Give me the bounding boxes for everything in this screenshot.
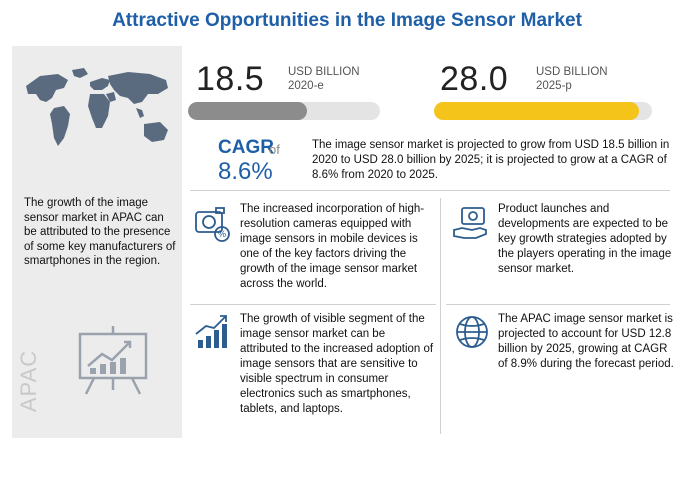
card-text: The increased incorporation of high-reso… xyxy=(240,203,425,290)
presentation-board-icon xyxy=(78,326,148,395)
market-summary: The image sensor market is projected to … xyxy=(312,139,670,181)
card-text: Product launches and developments are ex… xyxy=(498,203,672,275)
divider xyxy=(440,198,441,434)
svg-text:%: % xyxy=(218,229,226,239)
left-panel-text: The growth of the image sensor market in… xyxy=(24,197,176,267)
cagr-of: of xyxy=(269,142,280,157)
world-map-icon xyxy=(26,68,168,146)
page-title: Attractive Opportunities in the Image Se… xyxy=(112,10,582,31)
globe-icon xyxy=(456,316,488,348)
metric-2025-bar-fill xyxy=(434,102,639,120)
metric-2020-bar-fill xyxy=(188,102,308,120)
metric-2025-period: 2025-p xyxy=(536,80,572,92)
growth-chart-icon xyxy=(195,315,227,348)
metric-2020-period: 2020-e xyxy=(288,80,324,92)
cagr-value: 8.6% xyxy=(218,158,273,185)
divider xyxy=(446,304,670,305)
camera-percent-icon: % xyxy=(195,207,230,242)
card-text: The APAC image sensor market is projecte… xyxy=(498,313,674,370)
divider xyxy=(190,190,670,191)
money-hand-icon xyxy=(453,207,487,239)
card-text: The growth of visible segment of the ima… xyxy=(240,313,434,415)
metric-2020-bar xyxy=(188,102,380,120)
metric-2020-unit: USD BILLION xyxy=(288,66,360,78)
divider xyxy=(190,304,436,305)
region-label: APAC xyxy=(16,346,41,412)
metric-2025-unit: USD BILLION xyxy=(536,66,608,78)
metric-2025-value: 28.0 xyxy=(440,60,509,98)
metric-2020-value: 18.5 xyxy=(196,60,265,98)
cagr-label: CAGR xyxy=(218,137,274,158)
left-panel: The growth of the image sensor market in… xyxy=(12,46,182,438)
region-label-text: APAC xyxy=(16,349,42,413)
metric-2025-bar xyxy=(434,102,652,120)
